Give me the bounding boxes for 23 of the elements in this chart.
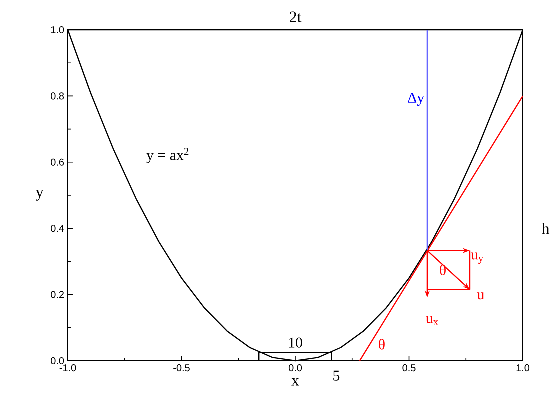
annotation: y = ax$^{2}$	[146, 148, 189, 164]
x-tick-label: 0.5	[402, 364, 416, 372]
y-tick-label: 0.4	[51, 225, 64, 232]
annotation: 10	[289, 338, 302, 348]
y-tick-label: 0.0	[51, 357, 64, 365]
annotation: Δy	[408, 92, 425, 106]
y-axis-title: y	[36, 190, 44, 201]
x-tick-label: -1.0	[60, 364, 76, 372]
annotation: u$_{y}$	[471, 252, 484, 264]
x-tick-label: 0.0	[288, 364, 302, 372]
text: 5	[334, 370, 340, 381]
y-tick-label: 0.2	[51, 291, 64, 298]
annotation: u	[477, 292, 484, 300]
annotation: θ	[379, 339, 385, 350]
y-tick-label: 1.0	[51, 26, 64, 34]
x-axis-title: x	[292, 378, 300, 386]
y-tick-label: 0.8	[51, 92, 64, 100]
y-tick-label: 0.6	[51, 158, 64, 166]
y2-axis-title: h	[542, 223, 550, 234]
x-tick-label: 1.0	[516, 364, 530, 372]
chart-title: 2t	[290, 12, 302, 22]
annotation: u$_{x}$	[426, 316, 438, 326]
x-tick-label: -0.5	[174, 364, 190, 372]
